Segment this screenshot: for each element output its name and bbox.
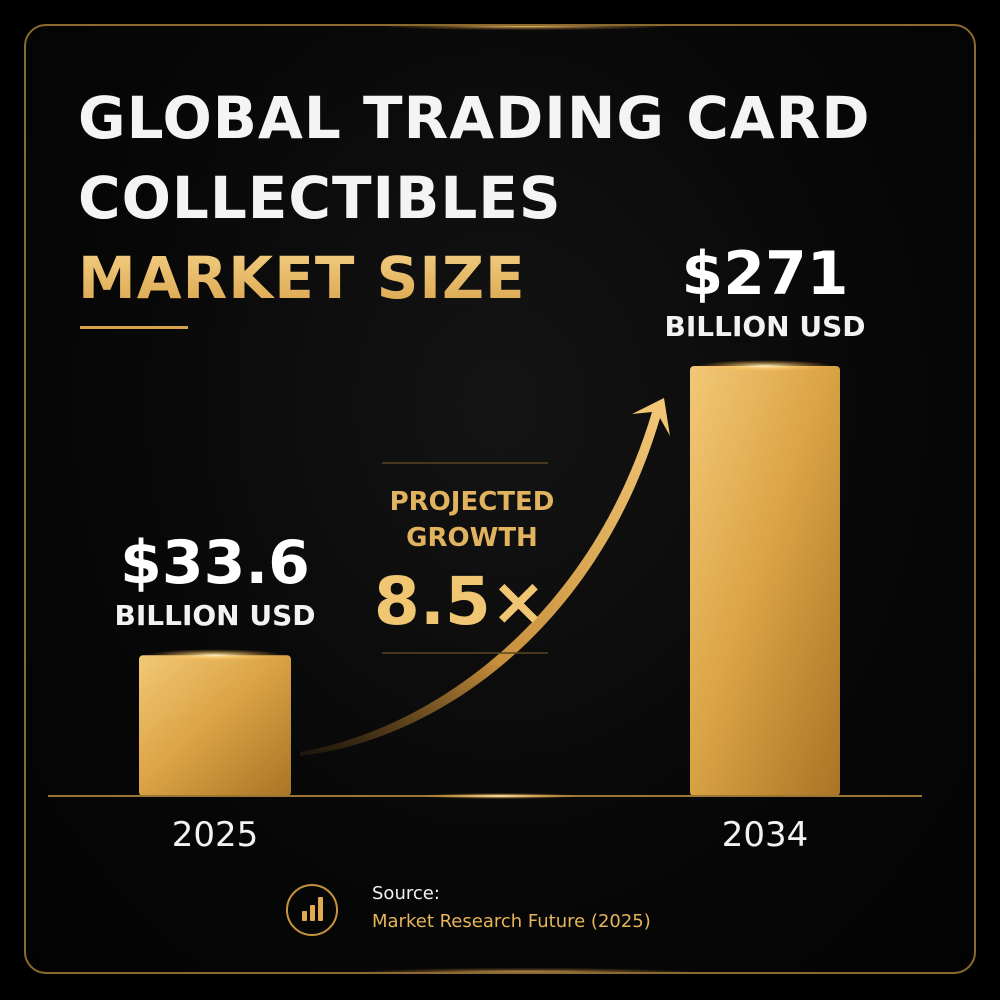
baseline-glow: [420, 793, 580, 799]
growth-label-line-1: PROJECTED: [390, 487, 555, 517]
chart-title: GLOBAL TRADING CARD COLLECTIBLES MARKET …: [78, 78, 870, 318]
title-line-1: GLOBAL TRADING CARD: [78, 84, 871, 152]
bar-top-glow-2025: [146, 649, 284, 662]
source-name: Market Research Future (2025): [372, 911, 651, 932]
source-block: Source: Market Research Future (2025): [286, 880, 651, 940]
data-label-2025: $33.6: [120, 528, 310, 598]
x-tick-label-2025: 2025: [172, 815, 259, 855]
unit-label-2025: BILLION USD: [115, 599, 316, 632]
bar-2034: [690, 366, 840, 796]
frame-glow-bottom: [356, 968, 696, 972]
bar-top-glow-2034: [697, 360, 833, 372]
frame-glow-top: [386, 26, 666, 30]
title-underline: [80, 326, 188, 329]
source-label: Source:: [372, 883, 440, 904]
x-tick-label-2034: 2034: [722, 815, 809, 855]
data-label-2034: $271: [682, 239, 849, 309]
bar-chart-icon: [286, 884, 338, 936]
growth-value: 8.5×: [374, 563, 546, 640]
title-line-2: COLLECTIBLES: [78, 164, 562, 232]
unit-label-2034: BILLION USD: [665, 310, 866, 343]
title-line-3: MARKET SIZE: [78, 238, 870, 318]
bar-2025: [139, 655, 291, 796]
growth-label-line-2: GROWTH: [406, 523, 538, 553]
